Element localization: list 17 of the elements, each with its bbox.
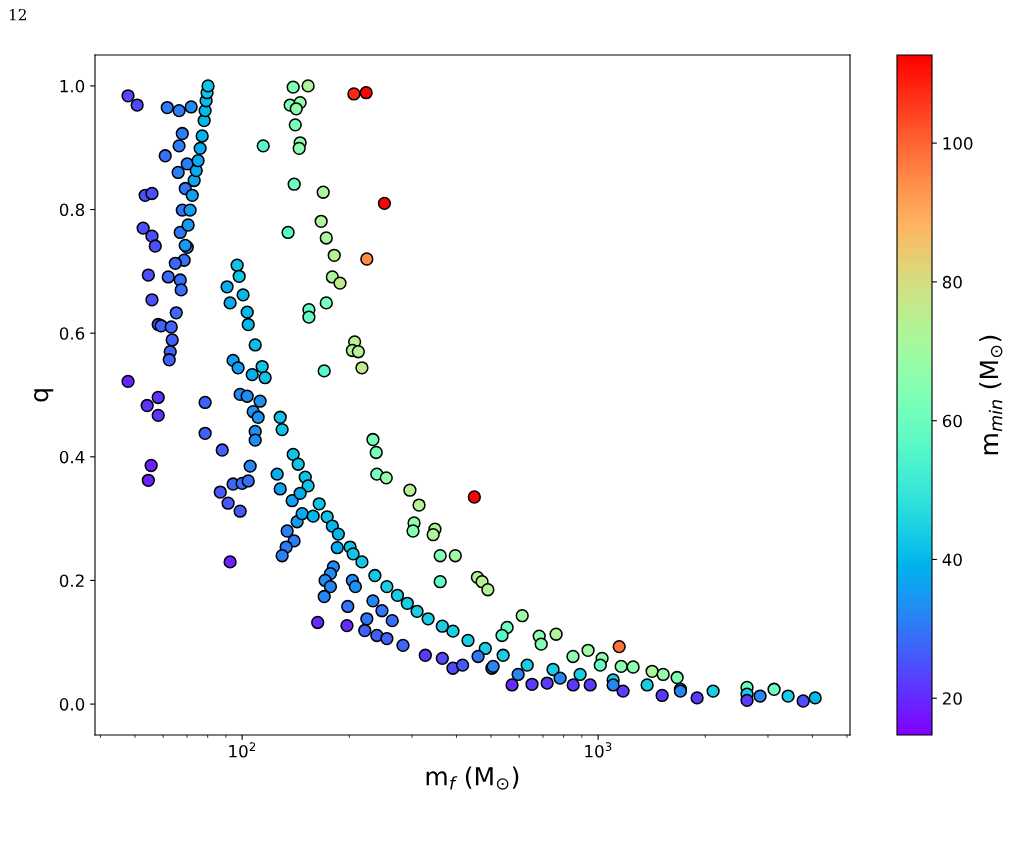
color-bar-label: 60 (942, 414, 962, 428)
x-tick-label: 10$^{3}$ (585, 742, 612, 758)
y-tick-label: 1.0 (60, 79, 85, 93)
y-tick-label: 0.4 (59, 450, 85, 464)
y-tick-label: 0.2 (59, 574, 84, 588)
color-bar-title: m$_{min}$ (M$_{⊙}$) (979, 335, 1003, 455)
x-axis-title: m$_{f}$ (M$_{⊙}$) (426, 766, 519, 790)
y-tick-label: 0.6 (59, 327, 85, 340)
y-tick-label: 0.8 (59, 203, 85, 217)
text: 12 (9, 8, 26, 21)
color-bar-label: 80 (942, 275, 962, 289)
color-bar-label: 20 (942, 692, 962, 705)
color-bar-label: 40 (942, 553, 962, 567)
x-tick-label: 10$^{2}$ (229, 742, 256, 758)
y-tick-label: 0.0 (59, 698, 85, 711)
color-bar-label: 100 (943, 137, 973, 150)
y-axis-title: q (34, 389, 54, 402)
